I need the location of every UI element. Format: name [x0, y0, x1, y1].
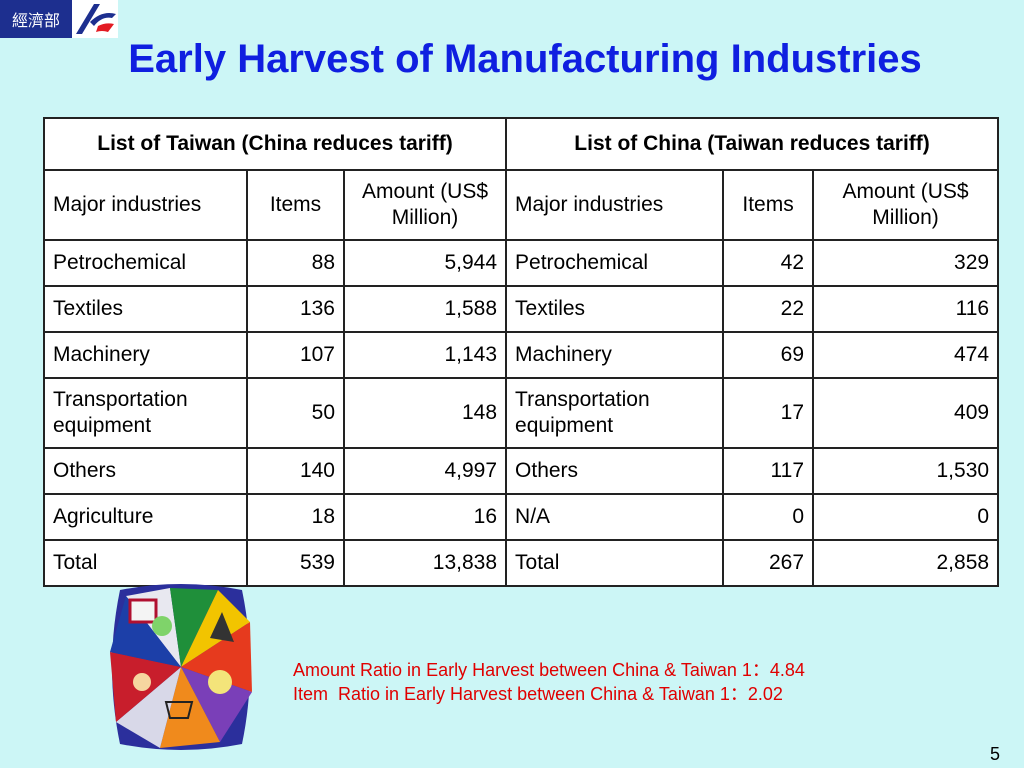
table-cell: Others — [43, 447, 248, 495]
table-cell: 18 — [246, 493, 345, 541]
table-cell: Machinery — [505, 331, 725, 379]
table-cell: 1,530 — [812, 447, 1000, 495]
table-cell: 17 — [722, 377, 815, 449]
table-row: Textiles 136 1,588 Textiles 22 116 — [43, 285, 1000, 333]
table-cell: Total — [43, 539, 248, 587]
table-cell: 5,944 — [342, 239, 508, 287]
table-cell: 267 — [722, 539, 815, 587]
table-cell: 0 — [722, 493, 815, 541]
table-cell: 42 — [722, 239, 815, 287]
table-cell: Petrochemical — [43, 239, 248, 287]
table-row: Petrochemical 88 5,944 Petrochemical 42 … — [43, 239, 1000, 287]
ministry-logo: 經濟部 — [0, 0, 118, 38]
table-cell: 4,997 — [342, 447, 508, 495]
table-cell: 22 — [722, 285, 815, 333]
table-cell: 50 — [246, 377, 345, 449]
table-cell: Transportation equipment — [43, 377, 248, 449]
table-cell: 116 — [812, 285, 1000, 333]
slide-title: Early Harvest of Manufacturing Industrie… — [128, 37, 922, 81]
china-list-header: List of China (Taiwan reduces tariff) — [505, 117, 1000, 171]
table-cell: Transportation equipment — [505, 377, 725, 449]
table-cell: 474 — [812, 331, 1000, 379]
table-cell: 140 — [246, 447, 345, 495]
table-row: Machinery 107 1,143 Machinery 69 474 — [43, 331, 1000, 379]
table-cell: Others — [505, 447, 725, 495]
table-cell: 539 — [246, 539, 345, 587]
column-header: Items — [722, 169, 815, 241]
shopping-clipart-icon — [110, 584, 252, 750]
ministry-emblem-icon — [72, 0, 118, 38]
column-header: Major industries — [505, 169, 725, 241]
table-row: Others 140 4,997 Others 117 1,530 — [43, 447, 1000, 495]
table-cell: 329 — [812, 239, 1000, 287]
table-cell: 16 — [342, 493, 508, 541]
table-cell: 136 — [246, 285, 345, 333]
table-cell: 117 — [722, 447, 815, 495]
page-number: 5 — [989, 744, 1000, 764]
table-cell: 409 — [812, 377, 1000, 449]
logo-text: 經濟部 — [0, 0, 72, 38]
table-cell: 2,858 — [812, 539, 1000, 587]
table-row-total: Total 539 13,838 Total 267 2,858 — [43, 539, 1000, 587]
amount-ratio-note: Amount Ratio in Early Harvest between Ch… — [293, 660, 805, 680]
table-cell: 69 — [722, 331, 815, 379]
table-row: Agriculture 18 16 N/A 0 0 — [43, 493, 1000, 541]
early-harvest-table: List of Taiwan (China reduces tariff) Li… — [42, 117, 1000, 587]
table-cell: N/A — [505, 493, 725, 541]
taiwan-list-header: List of Taiwan (China reduces tariff) — [42, 117, 508, 171]
column-header: Amount (US$ Million) — [812, 169, 1000, 241]
table-cell: Total — [505, 539, 725, 587]
table-cell: 0 — [812, 493, 1000, 541]
table-cell: Petrochemical — [505, 239, 725, 287]
table-cell: 148 — [342, 377, 508, 449]
column-header: Items — [246, 169, 345, 241]
table-cell: 107 — [246, 331, 345, 379]
table-cell: Agriculture — [43, 493, 248, 541]
column-header: Major industries — [43, 169, 248, 241]
table-cell: Machinery — [43, 331, 248, 379]
table-cell: 1,143 — [342, 331, 508, 379]
table-cell: Textiles — [43, 285, 248, 333]
table-cell: 13,838 — [342, 539, 508, 587]
ratio-notes: Amount Ratio in Early Harvest between Ch… — [293, 658, 805, 706]
table-row: Transportation equipment 50 148 Transpor… — [43, 377, 1000, 449]
table-cell: Textiles — [505, 285, 725, 333]
column-header: Amount (US$ Million) — [342, 169, 508, 241]
table-cell: 88 — [246, 239, 345, 287]
table-cell: 1,588 — [342, 285, 508, 333]
item-ratio-note: Item Ratio in Early Harvest between Chin… — [293, 684, 783, 704]
